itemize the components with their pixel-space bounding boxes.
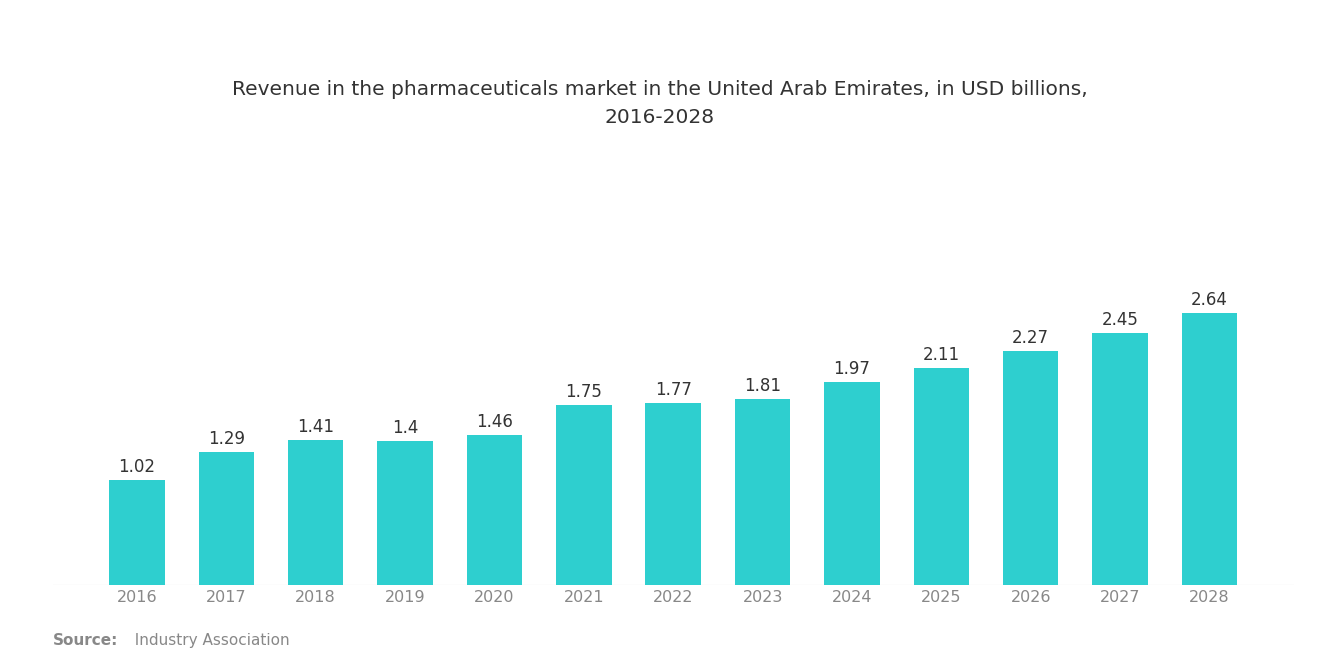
Text: 2.45: 2.45 — [1102, 311, 1139, 329]
Text: Revenue in the pharmaceuticals market in the United Arab Emirates, in USD billio: Revenue in the pharmaceuticals market in… — [232, 80, 1088, 127]
Bar — [1093, 333, 1148, 585]
Bar — [913, 368, 969, 585]
Bar — [110, 480, 165, 585]
Text: 1.75: 1.75 — [565, 383, 602, 401]
Text: 2.64: 2.64 — [1191, 291, 1228, 309]
Bar — [1003, 352, 1059, 585]
Text: 1.29: 1.29 — [207, 430, 244, 448]
Text: 1.81: 1.81 — [744, 376, 781, 395]
Bar — [645, 403, 701, 585]
Text: 2.27: 2.27 — [1012, 329, 1049, 347]
Bar — [1181, 313, 1237, 585]
Bar — [198, 452, 253, 585]
Text: 1.97: 1.97 — [833, 360, 870, 378]
Bar — [735, 399, 791, 585]
Text: Industry Association: Industry Association — [125, 633, 290, 648]
Text: Source:: Source: — [53, 633, 119, 648]
Bar — [288, 440, 343, 585]
Text: 1.41: 1.41 — [297, 418, 334, 436]
Text: 1.4: 1.4 — [392, 419, 418, 437]
Bar — [467, 435, 523, 585]
Text: 1.77: 1.77 — [655, 381, 692, 399]
Text: 1.02: 1.02 — [119, 458, 156, 476]
Text: 2.11: 2.11 — [923, 346, 960, 364]
Text: 1.46: 1.46 — [477, 413, 513, 431]
Bar — [824, 382, 879, 585]
Bar — [556, 405, 611, 585]
Bar — [378, 441, 433, 585]
